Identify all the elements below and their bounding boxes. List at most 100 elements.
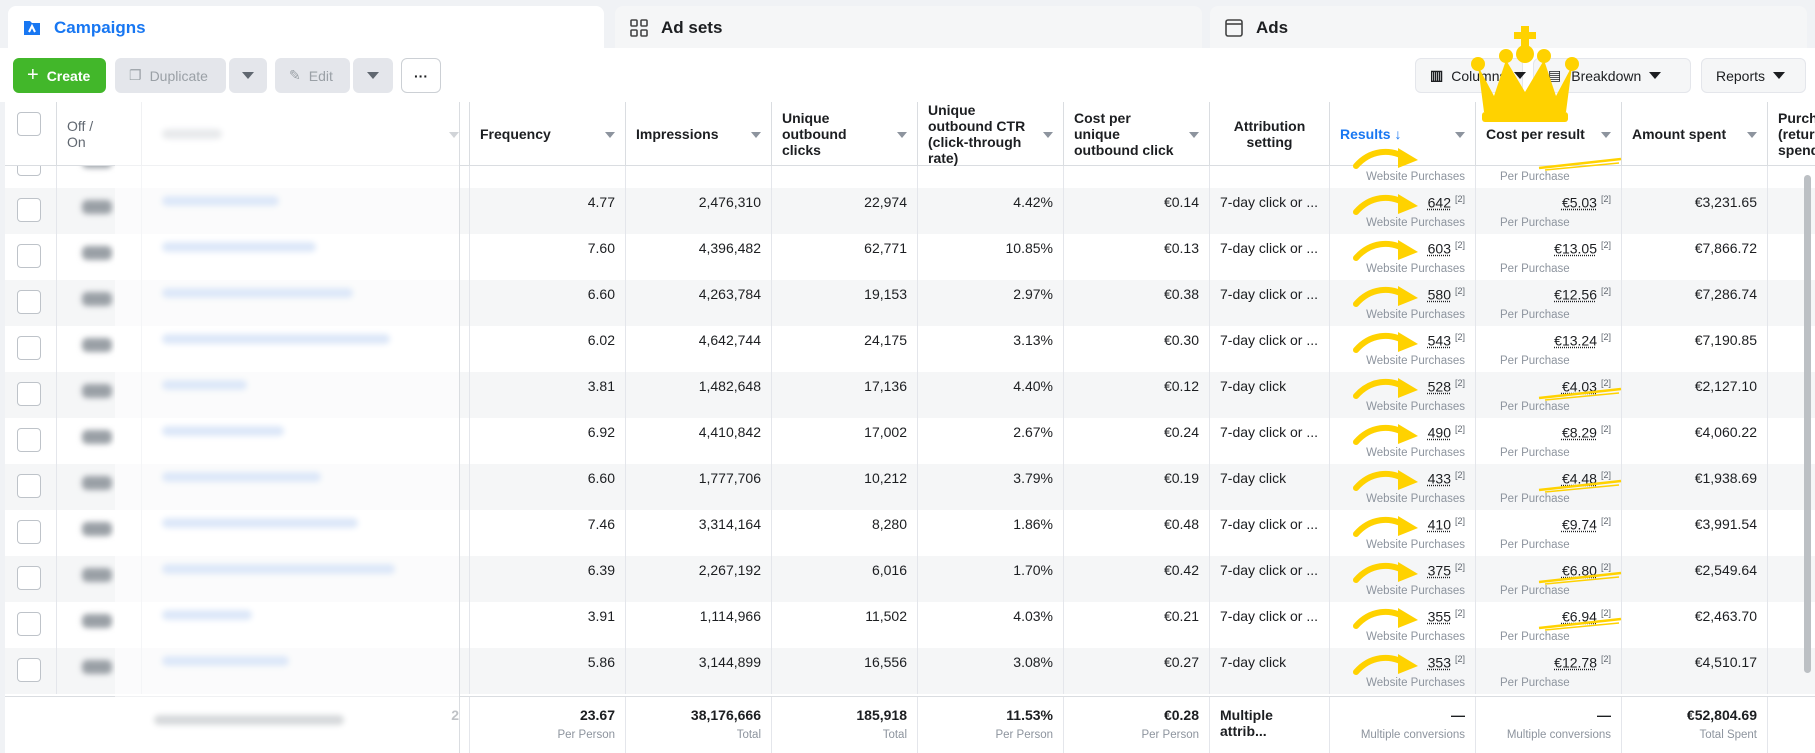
- cell-unique-clicks: 8,280: [772, 510, 918, 556]
- results-sub-label: Website Purchases: [1366, 446, 1465, 459]
- cost-per-result-value[interactable]: €12.78: [1554, 654, 1597, 671]
- header-cost-per-result[interactable]: Cost per result: [1476, 102, 1622, 166]
- header-label: Amount spent: [1632, 126, 1727, 142]
- cost-per-result-value[interactable]: €9.74: [1561, 516, 1597, 533]
- results-sub-label: Website Purchases: [1366, 216, 1465, 229]
- select-all-checkbox[interactable]: [17, 112, 41, 136]
- toggle-switch[interactable]: [82, 568, 112, 582]
- row-checkbox[interactable]: [17, 382, 41, 406]
- toggle-switch[interactable]: [82, 476, 112, 490]
- table-row[interactable]: 3.91 1,114,966 11,502 4.03% €0.21 7-day click…: [5, 602, 1815, 648]
- header-label: Off / On: [67, 118, 94, 150]
- cell-unique-ctr: 2.67%: [918, 418, 1064, 464]
- cell-value: 6.92: [587, 424, 615, 440]
- cell-amount-spent: €7,286.74: [1622, 280, 1768, 326]
- row-checkbox[interactable]: [17, 566, 41, 590]
- results-value[interactable]: 642: [1427, 194, 1451, 211]
- reports-button[interactable]: Reports: [1701, 58, 1806, 93]
- cell-frequency: 3.91: [470, 602, 626, 648]
- toggle-switch[interactable]: [82, 338, 112, 352]
- results-value[interactable]: 603: [1427, 240, 1451, 257]
- toggle-switch[interactable]: [82, 430, 112, 444]
- cost-per-result-value[interactable]: €4.03: [1561, 378, 1597, 395]
- results-value[interactable]: 580: [1427, 286, 1451, 303]
- toggle-switch[interactable]: [82, 660, 112, 674]
- header-impressions[interactable]: Impressions: [626, 102, 772, 166]
- toggle-switch[interactable]: [82, 292, 112, 306]
- sort-icon: [1601, 132, 1611, 138]
- toggle-switch[interactable]: [82, 246, 112, 260]
- breakdown-button[interactable]: ▤ Breakdown: [1533, 58, 1691, 93]
- cell-value: 7-day click or ...: [1220, 332, 1319, 348]
- header-unique-outbound-clicks[interactable]: Unique outbound clicks: [772, 102, 918, 166]
- cell-value: 6.60: [587, 286, 615, 302]
- table-row[interactable]: 6.92 4,410,842 17,002 2.67% €0.24 7-day click…: [5, 418, 1815, 464]
- cost-per-result-value[interactable]: €12.56: [1554, 286, 1597, 303]
- cell-value: 6.39: [587, 562, 615, 578]
- cell-value: 7-day click or ...: [1220, 608, 1319, 624]
- tab-label: Ad sets: [661, 18, 723, 37]
- cell-value: 3.91: [587, 608, 615, 624]
- footer-sub: Multiple conversions: [1360, 729, 1465, 741]
- cost-per-result-value[interactable]: €13.24: [1554, 332, 1597, 349]
- cell-unique-ctr: 3.08%: [918, 648, 1064, 694]
- footnote-marker: [2]: [1454, 470, 1465, 480]
- row-checkbox[interactable]: [17, 612, 41, 636]
- cost-per-result-value[interactable]: €8.29: [1561, 424, 1597, 441]
- cell-value: 5.86: [587, 654, 615, 670]
- toggle-switch[interactable]: [82, 522, 112, 536]
- results-value[interactable]: 528: [1427, 378, 1451, 395]
- results-value[interactable]: 490: [1427, 424, 1451, 441]
- cost-per-result-value[interactable]: €13.05: [1554, 240, 1597, 257]
- row-checkbox[interactable]: [17, 428, 41, 452]
- row-checkbox[interactable]: [17, 474, 41, 498]
- header-amount-spent[interactable]: Amount spent: [1622, 102, 1768, 166]
- header-results[interactable]: Results ↓: [1330, 102, 1476, 166]
- row-checkbox[interactable]: [17, 520, 41, 544]
- cell-value: 10.85%: [1005, 240, 1053, 256]
- duplicate-button[interactable]: ❐ Duplicate: [115, 58, 226, 93]
- more-button[interactable]: ···: [401, 58, 441, 93]
- row-checkbox[interactable]: [17, 244, 41, 268]
- cpr-sub-label: Per Purchase: [1500, 262, 1570, 275]
- header-attribution-setting[interactable]: Attribution setting: [1210, 102, 1330, 166]
- cost-per-result-value[interactable]: €5.03: [1561, 194, 1597, 211]
- vertical-scrollbar[interactable]: [1804, 175, 1811, 673]
- results-value[interactable]: 355: [1427, 608, 1451, 625]
- cell-frequency: 5.86: [470, 648, 626, 694]
- footnote-marker: [2]: [1454, 562, 1465, 572]
- toggle-switch[interactable]: [82, 614, 112, 628]
- results-value[interactable]: 375: [1427, 562, 1451, 579]
- duplicate-dropdown[interactable]: [229, 58, 267, 93]
- row-checkbox[interactable]: [17, 198, 41, 222]
- create-button[interactable]: + Create: [13, 58, 106, 93]
- toggle-switch[interactable]: [82, 384, 112, 398]
- header-cost-per-unique-click[interactable]: Cost per unique outbound click: [1064, 102, 1210, 166]
- footer-cost-unique: €0.28 Per Person: [1064, 697, 1210, 753]
- tab-ad-sets[interactable]: Ad sets: [615, 6, 1202, 50]
- results-value[interactable]: 410: [1427, 516, 1451, 533]
- row-checkbox[interactable]: [17, 658, 41, 682]
- edit-button[interactable]: ✎ Edit: [275, 58, 350, 93]
- toggle-switch[interactable]: [82, 200, 112, 214]
- tab-ads[interactable]: Ads: [1210, 6, 1807, 50]
- annotation-arrow-icon: [1353, 654, 1418, 675]
- row-checkbox[interactable]: [17, 290, 41, 314]
- results-value[interactable]: 433: [1427, 470, 1451, 487]
- tab-campaigns[interactable]: Campaigns: [8, 6, 604, 50]
- cell-unique-clicks: 16,556: [772, 648, 918, 694]
- cost-per-result-value[interactable]: €6.80: [1561, 562, 1597, 579]
- cost-per-result-value[interactable]: €6.94: [1561, 608, 1597, 625]
- results-value[interactable]: 353: [1427, 654, 1451, 671]
- cell-unique-ctr: 3.13%: [918, 326, 1064, 372]
- header-label: Cost per result: [1486, 126, 1585, 142]
- row-checkbox[interactable]: [17, 336, 41, 360]
- cell-cost-per-result: €5.03 [2] Per Purchase: [1476, 188, 1622, 234]
- header-frequency[interactable]: Frequency: [470, 102, 626, 166]
- edit-dropdown[interactable]: [353, 58, 393, 93]
- cost-per-result-value[interactable]: €4.48: [1561, 470, 1597, 487]
- results-value[interactable]: 543: [1427, 332, 1451, 349]
- footnote-marker: [2]: [1454, 378, 1465, 388]
- header-purchase-roas[interactable]: Purch (retur spend: [1768, 102, 1815, 166]
- header-unique-outbound-ctr[interactable]: Unique outbound CTR (click-through rate): [918, 102, 1064, 166]
